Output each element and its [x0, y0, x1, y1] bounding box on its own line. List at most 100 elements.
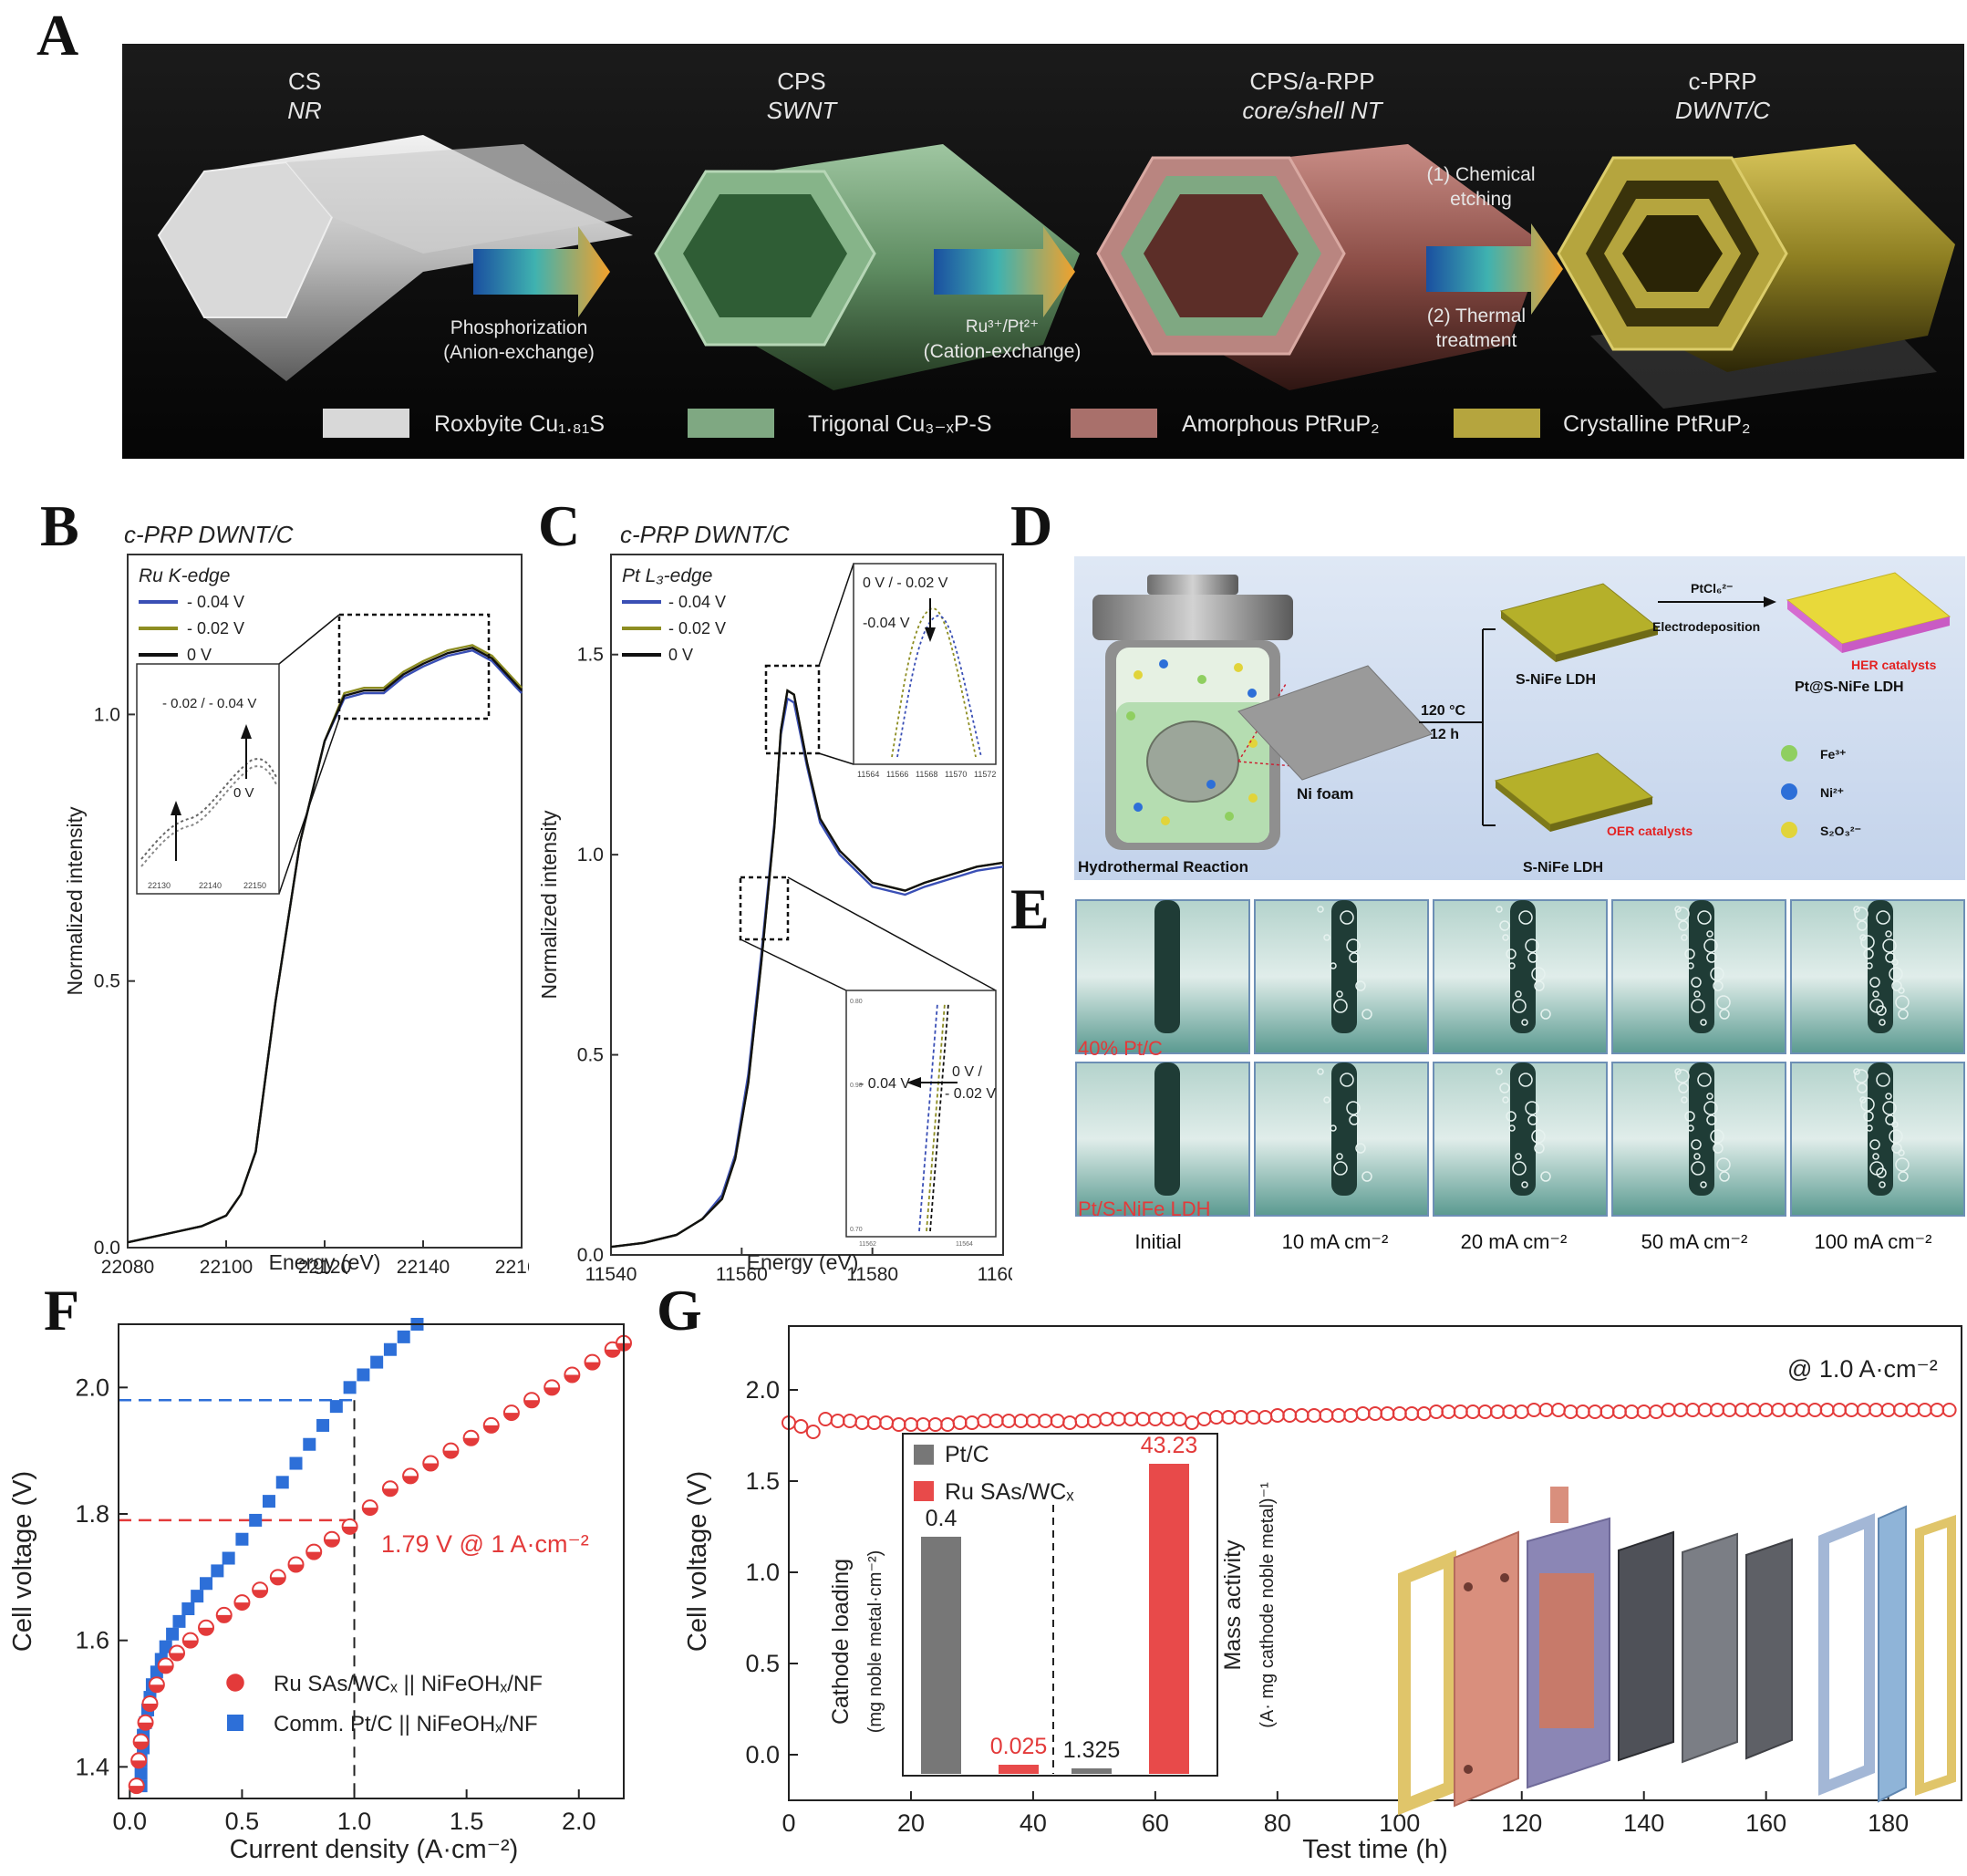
bubble [1700, 1181, 1707, 1188]
bubble [1330, 962, 1337, 969]
bubble [1706, 952, 1717, 963]
pt-point [159, 1640, 172, 1653]
bubble [1691, 977, 1702, 988]
bubble [1879, 1181, 1886, 1188]
voltage-point [1661, 1403, 1676, 1417]
voltage-point [1514, 1404, 1529, 1419]
voltage-point [977, 1414, 992, 1428]
voltage-point [1489, 1404, 1505, 1419]
x-tick-label: 11560 [716, 1264, 768, 1285]
zoom-connector-2 [278, 718, 340, 895]
panel-c-xlabel: Energy (eV) [747, 1250, 859, 1274]
voltage-point [1343, 1408, 1359, 1423]
panel-g-xlabel: Test time (h) [1302, 1835, 1448, 1864]
voltage-point [927, 1417, 943, 1432]
bubble [1854, 907, 1869, 921]
voltage-point [1013, 1414, 1029, 1428]
voltage-point [1538, 1403, 1554, 1417]
voltage-point [830, 1414, 845, 1428]
voltage-point [1758, 1403, 1774, 1417]
bubble [1891, 1143, 1902, 1154]
bubble [1869, 977, 1880, 988]
y-tick-label: 1.0 [745, 1559, 780, 1586]
inset-curve-1 [140, 765, 277, 867]
bubble [1857, 1083, 1868, 1093]
pt-point [191, 1590, 204, 1603]
pt-point [289, 1456, 303, 1470]
voltage-point [1844, 1403, 1859, 1417]
ru-point-fill [199, 1627, 214, 1635]
bubble [1854, 1069, 1869, 1083]
bubble [1361, 1009, 1372, 1020]
panel-f-frame [118, 1323, 625, 1799]
inset-legend-ptc: Pt/C [945, 1442, 989, 1467]
inset-arrowhead-2 [241, 724, 252, 739]
ru-point-fill [133, 1741, 149, 1749]
y-tick-label: 1.5 [745, 1467, 780, 1495]
voltage-point [1563, 1404, 1579, 1419]
bubble [1355, 980, 1366, 991]
bubble [1336, 990, 1343, 998]
ni-foam-label: Ni foam [1297, 785, 1353, 803]
voltage-point [1294, 1408, 1310, 1423]
panel-f-annotation: 1.79 V @ 1 A·cm⁻² [381, 1530, 589, 1558]
inset-edge-frame [845, 990, 997, 1238]
voltage-point [1905, 1403, 1920, 1417]
voltage-point [1527, 1403, 1542, 1417]
bubble [1872, 1153, 1879, 1160]
x-tick-label: 11580 [846, 1264, 898, 1285]
y-tick-label: 0.0 [745, 1741, 780, 1768]
x-tick-label: 0.0 [113, 1808, 148, 1835]
her-label: HER catalysts [1851, 658, 1937, 672]
ru-point-fill [138, 1722, 153, 1730]
voltage-point [1588, 1404, 1603, 1419]
bubble [1885, 930, 1892, 938]
bubble [1703, 938, 1718, 953]
arrow3-top-2: etching [1450, 189, 1512, 210]
ru-point-fill [270, 1577, 285, 1585]
electrolyzer-stack-illustration [1398, 1487, 1956, 1816]
legend-label-0v: 0 V [668, 646, 693, 664]
bubble [1706, 1114, 1717, 1125]
x-tick-label: 120 [1501, 1809, 1542, 1837]
x-tick-label: 22140 [397, 1257, 450, 1278]
inset-bar-label-1: 0.025 [990, 1734, 1048, 1759]
x-tick-label: 20 [897, 1809, 925, 1837]
stage1-formula: CS [288, 67, 321, 95]
bubble [1869, 1139, 1880, 1150]
voltage-point [1893, 1403, 1909, 1417]
y-tick-label: 0.5 [745, 1650, 780, 1677]
legend-label-amorphous: Amorphous PtRuP₂ [1182, 411, 1380, 437]
ru-point-fill [564, 1374, 580, 1383]
x-tick-label: 80 [1264, 1809, 1291, 1837]
pt-point [275, 1476, 289, 1489]
panel-f-ylabel: Cell voltage (V) [8, 1471, 37, 1652]
series-line-2 [127, 647, 523, 1244]
inset-peak-tick-4: 11570 [945, 770, 967, 779]
voltage-point [1917, 1403, 1932, 1417]
voltage-point [940, 1417, 956, 1432]
panel-b-xanes-ru: c-PRP DWNT/C 22080 22100 22120 22140 22160 0.… [55, 511, 548, 1286]
voltage-point [1441, 1404, 1456, 1419]
voltage-point [1392, 1406, 1407, 1421]
bubble [1898, 987, 1905, 994]
arrow-2-icon [934, 226, 1075, 317]
bubble [1876, 1167, 1887, 1178]
voltage-point [805, 1425, 821, 1439]
y-tick-label: 1.5 [577, 645, 604, 666]
ru-point-fill [216, 1614, 232, 1622]
s2o3-ion-label: S₂O₃²⁻ [1820, 824, 1861, 838]
bubble [1882, 1101, 1897, 1115]
panel-f-plot-area: 0.0 0.5 1.0 1.5 2.0 1.4 1.6 1.8 2.0 [75, 1318, 632, 1835]
row-label-ptsnife: Pt/S-NiFe LDH [1078, 1197, 1210, 1220]
panel-c-plot-area: 11540 11560 11580 11600 0.0 0.5 1.0 1.5 [577, 645, 1030, 1285]
pt-point [316, 1418, 330, 1432]
voltage-point [1025, 1414, 1040, 1428]
bubble [1691, 1161, 1705, 1176]
panel-g-annotation: @ 1.0 A·cm⁻² [1787, 1355, 1938, 1383]
ru-point-fill [382, 1488, 398, 1497]
legend-label-neg002: - 0.02 V [668, 619, 726, 637]
bubble [1675, 907, 1690, 921]
voltage-point [1160, 1412, 1175, 1426]
legend-label-ru: Ru SAs/WCₓ || NiFeOHₓ/NF [274, 1672, 543, 1696]
